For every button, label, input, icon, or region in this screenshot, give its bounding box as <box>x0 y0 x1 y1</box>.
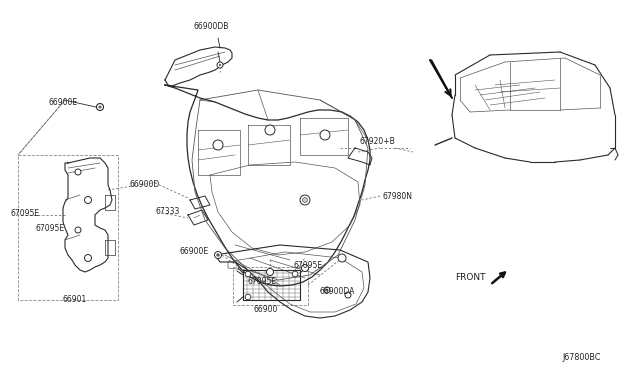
Circle shape <box>301 264 308 272</box>
Circle shape <box>292 271 298 277</box>
Text: 66900E: 66900E <box>48 97 77 106</box>
Circle shape <box>75 227 81 233</box>
Text: 67980N: 67980N <box>383 192 413 201</box>
Text: 67095E: 67095E <box>10 208 39 218</box>
Text: 66900D: 66900D <box>130 180 160 189</box>
Text: 66900: 66900 <box>254 305 278 314</box>
Text: 67095E: 67095E <box>248 278 277 286</box>
Circle shape <box>326 289 328 291</box>
Text: J67800BC: J67800BC <box>562 353 600 362</box>
Circle shape <box>345 292 351 298</box>
Text: 66900E: 66900E <box>180 247 209 256</box>
Circle shape <box>216 253 220 257</box>
Circle shape <box>324 287 330 293</box>
Text: 67095E: 67095E <box>35 224 64 232</box>
Text: 67333: 67333 <box>155 206 179 215</box>
Text: 67095E: 67095E <box>294 262 323 270</box>
Circle shape <box>300 195 310 205</box>
Text: 66900DB: 66900DB <box>193 22 228 31</box>
Text: 67920+B: 67920+B <box>360 137 396 145</box>
Circle shape <box>84 196 92 203</box>
Circle shape <box>99 106 101 108</box>
Circle shape <box>217 62 223 68</box>
Circle shape <box>303 198 307 202</box>
Circle shape <box>219 64 221 66</box>
Circle shape <box>97 103 104 110</box>
Circle shape <box>245 271 251 277</box>
Circle shape <box>213 140 223 150</box>
Circle shape <box>265 125 275 135</box>
Text: FRONT: FRONT <box>455 273 486 282</box>
Circle shape <box>320 130 330 140</box>
Circle shape <box>266 269 273 276</box>
Circle shape <box>84 254 92 262</box>
Circle shape <box>75 169 81 175</box>
Circle shape <box>214 251 221 259</box>
Text: 66901: 66901 <box>62 295 86 305</box>
Circle shape <box>338 254 346 262</box>
Text: 66900DA: 66900DA <box>320 288 355 296</box>
Circle shape <box>245 294 251 300</box>
